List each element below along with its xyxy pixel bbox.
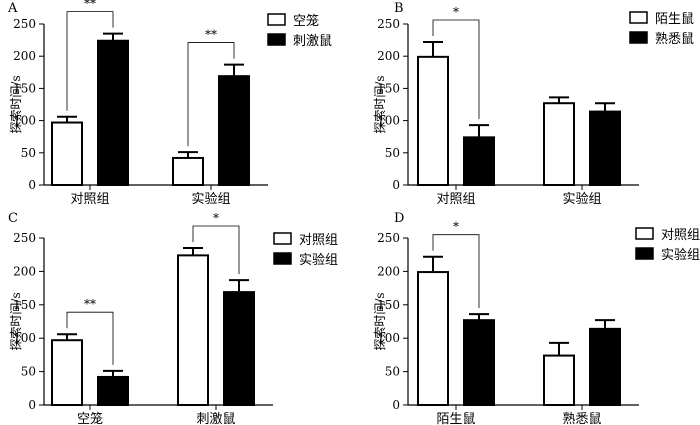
significance-bracket <box>192 225 240 275</box>
legend-label: 对照组 <box>299 233 338 248</box>
bar <box>51 121 83 186</box>
x-tick-label: 对照组 <box>436 192 475 207</box>
significance-label: ** <box>84 0 96 11</box>
y-tick-label: 0 <box>28 398 36 412</box>
bar <box>463 319 495 406</box>
x-tick-label: 对照组 <box>70 192 109 207</box>
legend-swatch <box>629 11 648 24</box>
legend-swatch <box>635 247 654 260</box>
x-tick-label: 实验组 <box>191 191 230 207</box>
legend-swatch <box>267 33 286 46</box>
y-tick-label: 50 <box>385 146 400 160</box>
significance-label: * <box>453 220 459 234</box>
bar <box>51 339 83 407</box>
x-tick-label: 刺激鼠 <box>196 412 235 425</box>
significance-bracket <box>66 11 114 111</box>
y-tick-label: 50 <box>21 365 36 379</box>
bar <box>97 39 129 186</box>
bar <box>172 156 204 186</box>
significance-label: * <box>453 5 459 19</box>
legend-label: 熟悉鼠 <box>655 31 694 47</box>
y-tick-label: 100 <box>13 331 36 345</box>
legend-label: 空笼 <box>293 13 319 29</box>
legend-label: 实验组 <box>299 252 338 268</box>
legend-label: 实验组 <box>661 247 700 263</box>
y-tick-label: 250 <box>377 231 400 245</box>
y-axis-title: 探索时间/s <box>9 292 23 350</box>
panel-label: B <box>394 1 404 16</box>
y-axis-title: 探索时间/s <box>373 292 387 350</box>
y-tick-label: 100 <box>377 114 400 128</box>
bar <box>218 75 250 186</box>
y-tick-label: 150 <box>377 81 400 95</box>
y-tick-label: 250 <box>13 231 36 245</box>
y-tick-label: 100 <box>377 331 400 345</box>
y-tick-label: 250 <box>377 17 400 31</box>
x-tick-label: 实验组 <box>562 191 601 207</box>
bar <box>417 55 449 187</box>
y-tick-label: 50 <box>21 146 36 160</box>
y-tick-label: 100 <box>13 114 36 128</box>
y-tick-label: 200 <box>377 264 400 278</box>
bar <box>589 110 621 186</box>
y-tick-label: 200 <box>13 264 36 278</box>
significance-label: ** <box>205 28 217 42</box>
panel-label: C <box>8 211 18 226</box>
y-tick-label: 0 <box>392 178 400 192</box>
x-tick-label: 熟悉鼠 <box>562 411 601 425</box>
bar <box>417 271 449 406</box>
legend-swatch <box>273 232 292 245</box>
x-tick-label: 空笼 <box>77 411 103 425</box>
legend-swatch <box>629 31 648 44</box>
y-tick-label: 50 <box>385 365 400 379</box>
bar <box>463 136 495 186</box>
bar <box>543 354 575 406</box>
legend-label: 陌生鼠 <box>655 12 694 27</box>
legend-swatch <box>635 227 654 240</box>
y-tick-label: 0 <box>392 398 400 412</box>
y-tick-label: 150 <box>13 81 36 95</box>
y-tick-label: 0 <box>28 178 36 192</box>
y-tick-label: 150 <box>13 298 36 312</box>
y-tick-label: 200 <box>377 49 400 63</box>
legend-swatch <box>267 13 286 26</box>
bar <box>97 375 129 406</box>
x-tick-label: 陌生鼠 <box>436 412 475 425</box>
significance-label: * <box>213 211 219 225</box>
panel-label: A <box>7 1 18 16</box>
significance-bracket <box>187 42 235 147</box>
y-tick-label: 200 <box>13 49 36 63</box>
y-axis-title: 探索时间/s <box>9 75 23 133</box>
bar <box>223 291 255 406</box>
bar <box>543 102 575 186</box>
significance-bracket <box>432 234 480 309</box>
bar <box>177 254 209 406</box>
legend-swatch <box>273 252 292 265</box>
y-tick-label: 250 <box>13 17 36 31</box>
y-axis-title: 探索时间/s <box>373 75 387 133</box>
significance-label: ** <box>84 297 96 311</box>
significance-bracket <box>432 19 480 120</box>
significance-bracket <box>66 311 114 365</box>
y-tick-label: 150 <box>377 298 400 312</box>
legend-label: 对照组 <box>661 228 700 243</box>
panel-label: D <box>394 211 404 226</box>
bar <box>589 327 621 406</box>
legend-label: 刺激鼠 <box>293 34 332 49</box>
